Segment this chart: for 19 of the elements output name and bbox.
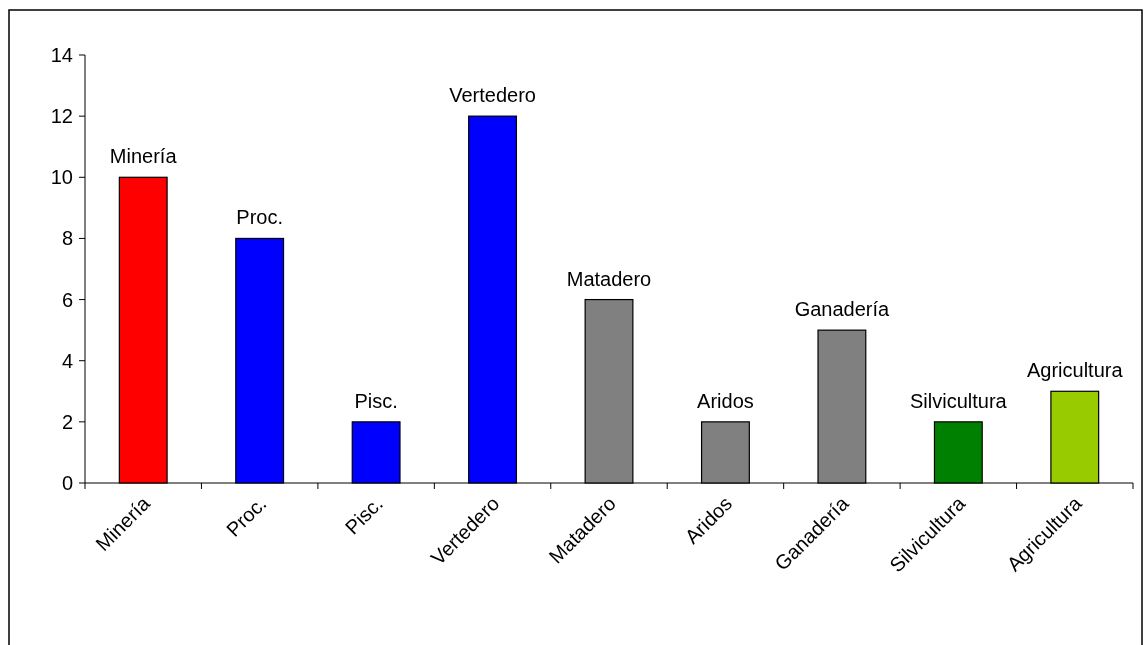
y-tick-label: 8 [61,227,73,250]
x-tick-label: Proc. [221,492,271,541]
y-tick-label: 4 [61,349,73,372]
annotation: Pisc. [354,389,398,412]
annotation: Aridos [697,389,754,412]
annotation: Proc. [236,206,284,229]
y-tick-label: 6 [61,288,73,311]
y-tick-label: 0 [61,472,73,494]
annotation: Agricultura [1026,359,1124,382]
annotation: Ganadería [794,298,891,321]
annotation: Minería [109,145,178,168]
annotation: Silvicultura [909,389,1008,412]
y-tick-label: 2 [61,410,73,433]
y-tick-label: 14 [50,44,73,66]
annotation: Vertedero [449,84,536,107]
annotation: Matadero [566,267,652,290]
y-tick-label: 10 [50,166,73,189]
x-tick-label: Pisc. [340,492,387,539]
y-tick-label: 12 [50,105,73,128]
